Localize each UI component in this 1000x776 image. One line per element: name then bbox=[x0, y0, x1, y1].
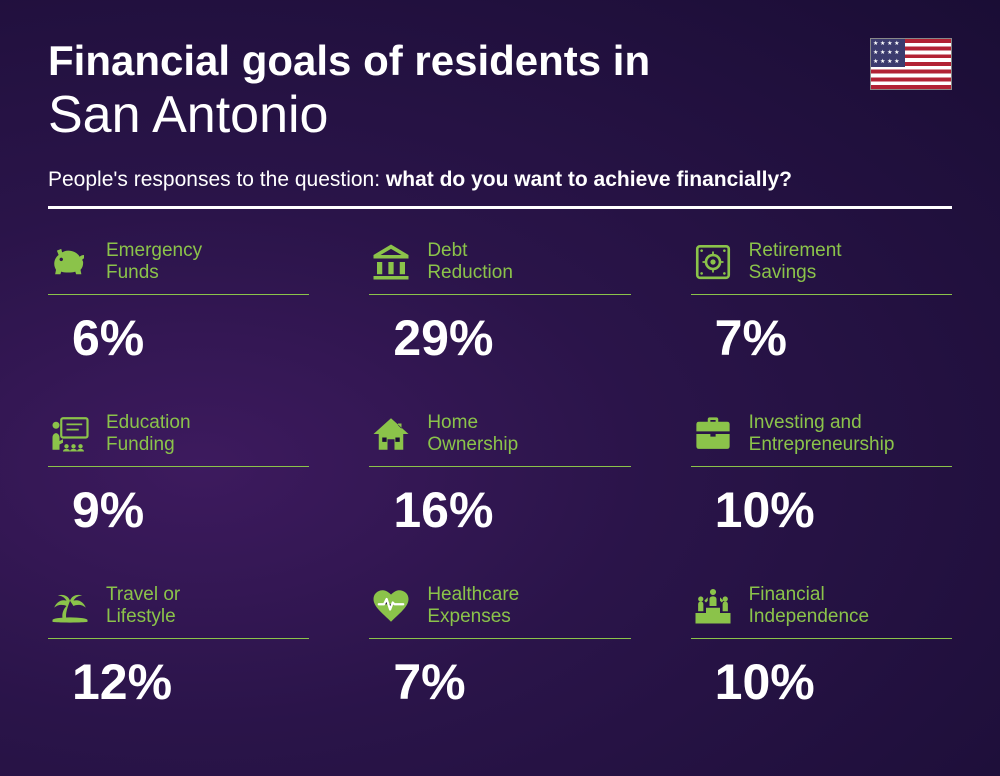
subtitle: People's responses to the question: what… bbox=[48, 168, 952, 192]
safe-icon bbox=[691, 240, 735, 284]
goal-item: Travel orLifestyle 12% bbox=[48, 583, 309, 711]
goal-item-header: RetirementSavings bbox=[691, 239, 952, 295]
goal-value: 10% bbox=[715, 653, 952, 711]
goal-item-header: EmergencyFunds bbox=[48, 239, 309, 295]
goal-value: 12% bbox=[72, 653, 309, 711]
goal-item: DebtReduction 29% bbox=[369, 239, 630, 367]
subtitle-prefix: People's responses to the question: bbox=[48, 168, 386, 191]
goal-label: HomeOwnership bbox=[427, 412, 518, 458]
goal-item: EmergencyFunds 6% bbox=[48, 239, 309, 367]
bank-icon bbox=[369, 240, 413, 284]
podium-icon bbox=[691, 584, 735, 628]
goal-value: 9% bbox=[72, 481, 309, 539]
briefcase-icon bbox=[691, 412, 735, 456]
subtitle-question: what do you want to achieve financially? bbox=[386, 168, 792, 191]
goal-label: FinancialIndependence bbox=[749, 584, 869, 630]
goal-item: RetirementSavings 7% bbox=[691, 239, 952, 367]
goals-grid: EmergencyFunds 6% DebtReduction 29% Retireme… bbox=[48, 239, 952, 711]
goal-value: 10% bbox=[715, 481, 952, 539]
goal-label: EmergencyFunds bbox=[106, 240, 202, 286]
title-line2: San Antonio bbox=[48, 86, 870, 146]
goal-label: Travel orLifestyle bbox=[106, 584, 180, 630]
teacher-icon bbox=[48, 412, 92, 456]
title-line1: Financial goals of residents in bbox=[48, 38, 870, 84]
infographic-container: Financial goals of residents in San Anto… bbox=[0, 0, 1000, 749]
goal-label: DebtReduction bbox=[427, 240, 513, 286]
heart-pulse-icon bbox=[369, 584, 413, 628]
piggy-bank-icon bbox=[48, 240, 92, 284]
goal-item: EducationFunding 9% bbox=[48, 411, 309, 539]
goal-item: HomeOwnership 16% bbox=[369, 411, 630, 539]
us-flag-icon bbox=[870, 38, 952, 90]
goal-value: 7% bbox=[393, 653, 630, 711]
goal-item: Investing andEntrepreneurship 10% bbox=[691, 411, 952, 539]
palm-icon bbox=[48, 584, 92, 628]
goal-item-header: HealthcareExpenses bbox=[369, 583, 630, 639]
header-divider bbox=[48, 206, 952, 209]
goal-label: RetirementSavings bbox=[749, 240, 842, 286]
goal-item-header: HomeOwnership bbox=[369, 411, 630, 467]
header-row: Financial goals of residents in San Anto… bbox=[48, 38, 952, 146]
goal-item: HealthcareExpenses 7% bbox=[369, 583, 630, 711]
goal-value: 29% bbox=[393, 309, 630, 367]
goal-value: 16% bbox=[393, 481, 630, 539]
goal-label: EducationFunding bbox=[106, 412, 191, 458]
goal-item: FinancialIndependence 10% bbox=[691, 583, 952, 711]
goal-label: HealthcareExpenses bbox=[427, 584, 519, 630]
goal-value: 6% bbox=[72, 309, 309, 367]
goal-value: 7% bbox=[715, 309, 952, 367]
goal-label: Investing andEntrepreneurship bbox=[749, 412, 895, 458]
goal-item-header: EducationFunding bbox=[48, 411, 309, 467]
goal-item-header: FinancialIndependence bbox=[691, 583, 952, 639]
goal-item-header: Travel orLifestyle bbox=[48, 583, 309, 639]
house-icon bbox=[369, 412, 413, 456]
goal-item-header: Investing andEntrepreneurship bbox=[691, 411, 952, 467]
title-block: Financial goals of residents in San Anto… bbox=[48, 38, 870, 146]
goal-item-header: DebtReduction bbox=[369, 239, 630, 295]
